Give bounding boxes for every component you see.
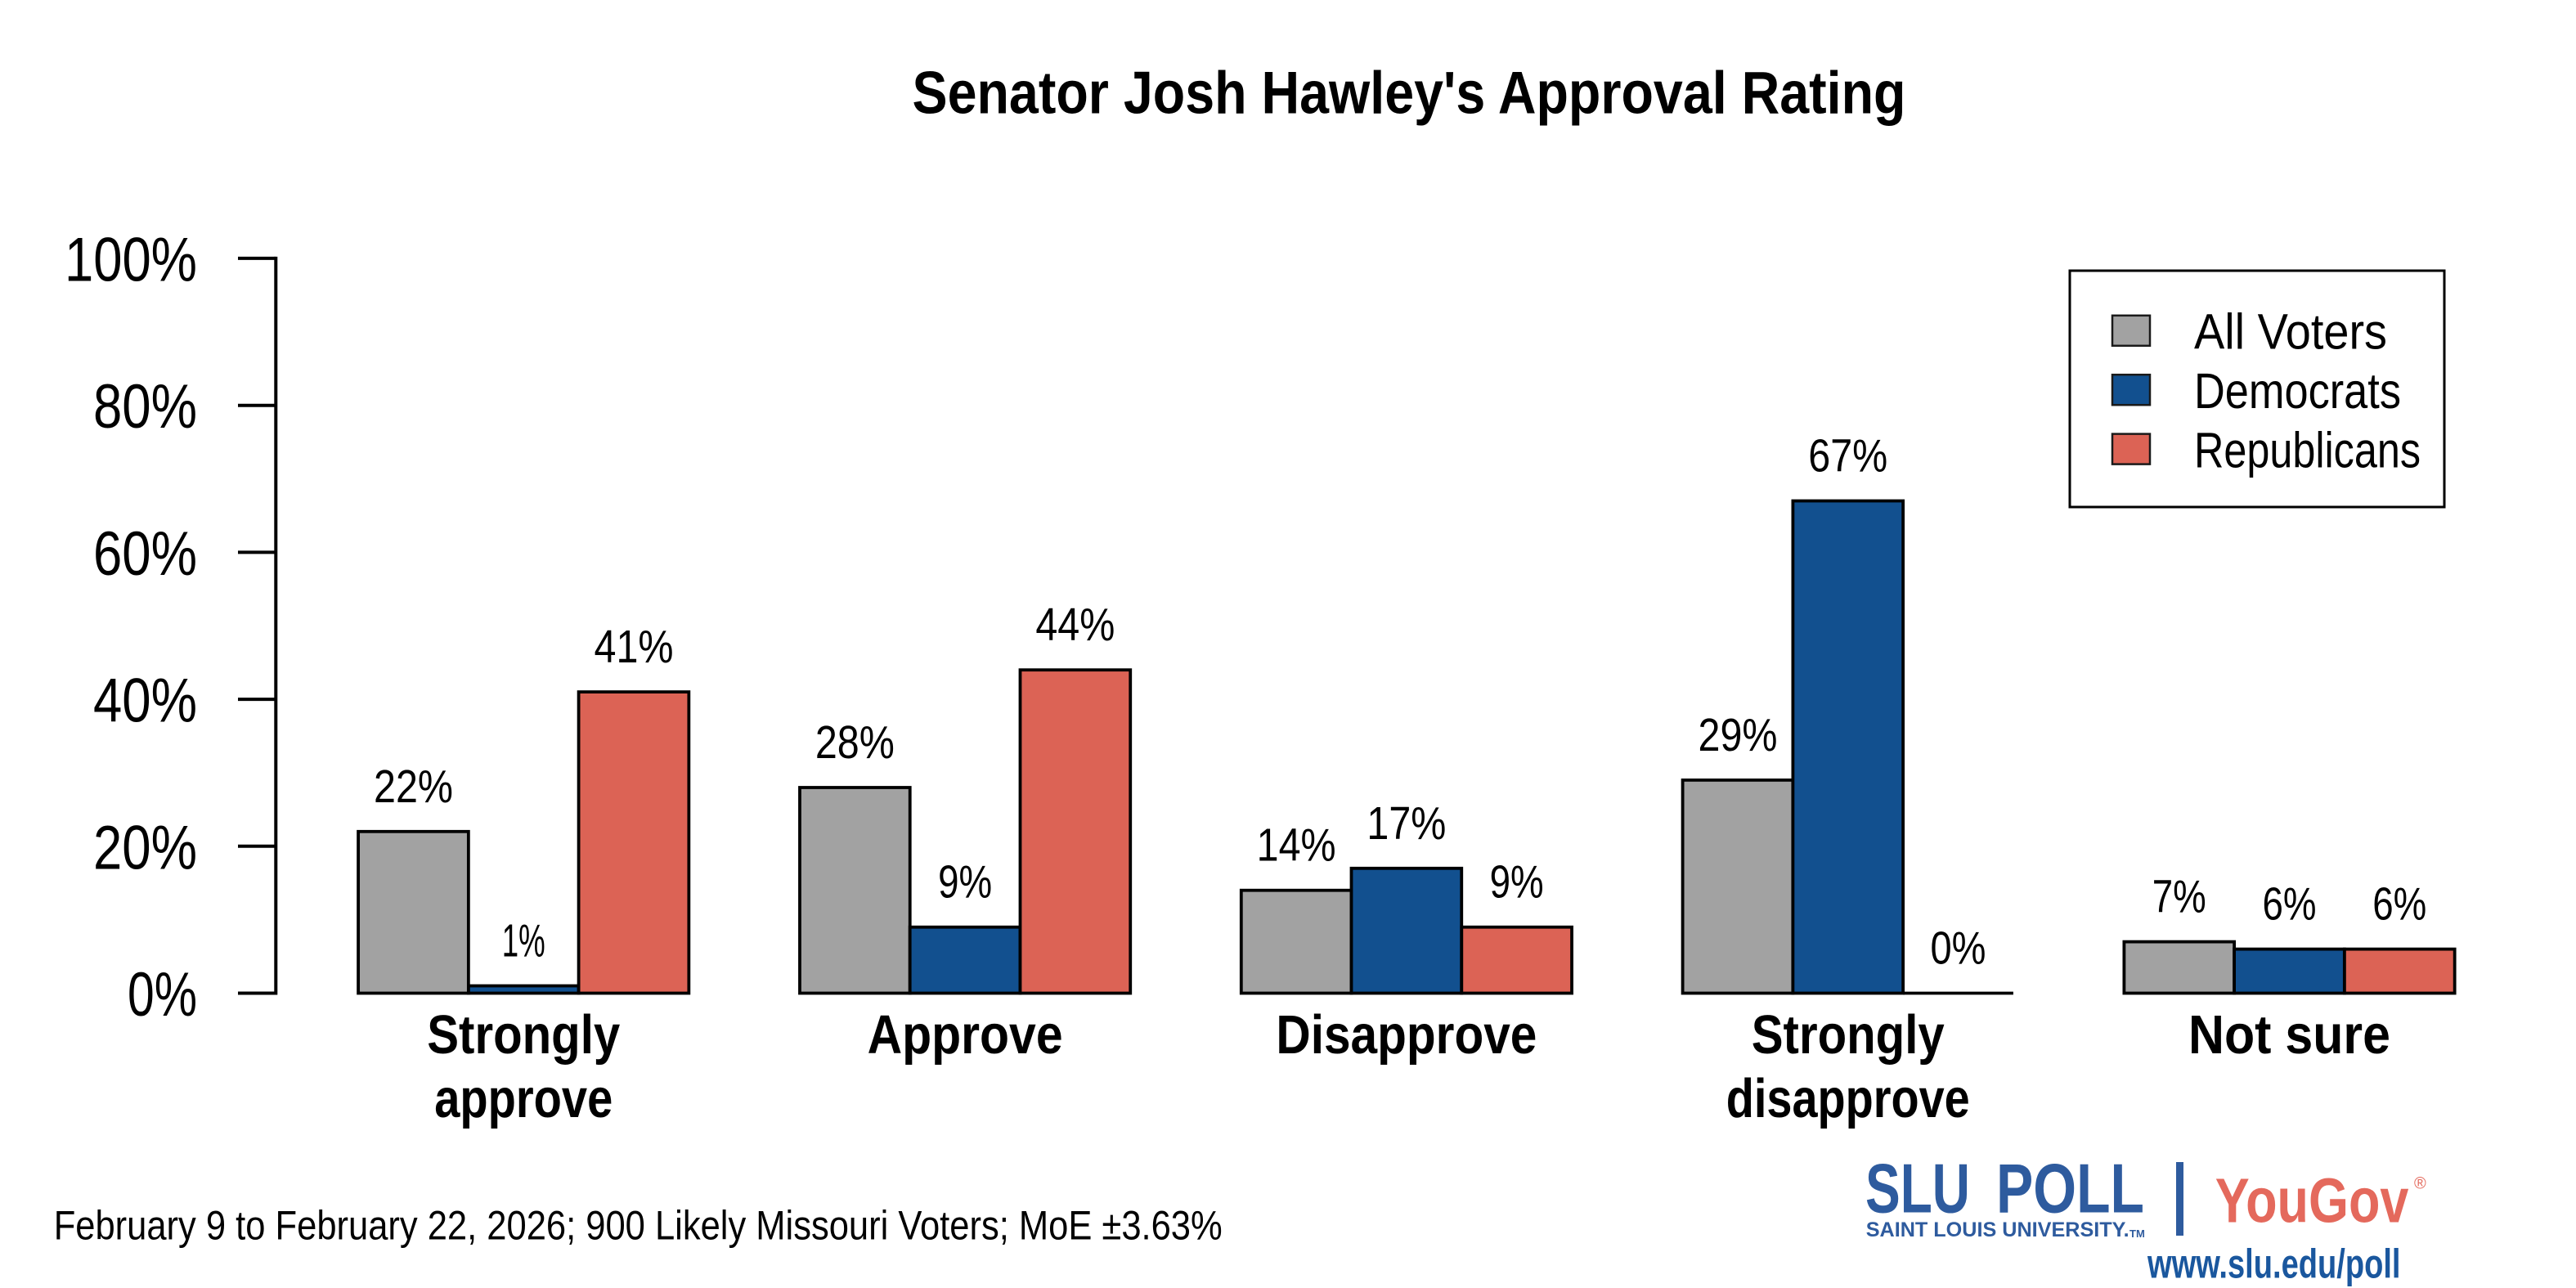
svg-text:Disapprove: Disapprove — [1276, 1005, 1537, 1066]
svg-text:Not sure: Not sure — [2188, 1005, 2390, 1066]
svg-text:0%: 0% — [1931, 922, 1986, 975]
svg-text:22%: 22% — [374, 761, 453, 813]
svg-text:Strongly: Strongly — [1752, 1005, 1945, 1066]
svg-text:SAINT LOUIS UNIVERSITY.: SAINT LOUIS UNIVERSITY. — [1866, 1218, 2129, 1241]
svg-text:28%: 28% — [815, 716, 895, 769]
svg-text:POLL: POLL — [1996, 1151, 2144, 1228]
svg-text:SLU: SLU — [1865, 1151, 1970, 1228]
svg-text:29%: 29% — [1699, 709, 1778, 761]
svg-text:February 9 to February 22, 202: February 9 to February 22, 2026; 900 Lik… — [54, 1202, 1223, 1249]
svg-text:9%: 9% — [938, 856, 992, 909]
svg-text:Senator Josh Hawley's Approval: Senator Josh Hawley's Approval Rating — [913, 58, 1906, 126]
svg-text:1%: 1% — [502, 915, 545, 967]
svg-text:YouGov: YouGov — [2215, 1166, 2409, 1236]
svg-text:17%: 17% — [1367, 797, 1446, 850]
svg-text:80%: 80% — [93, 372, 197, 442]
svg-text:TM: TM — [2129, 1227, 2145, 1240]
svg-text:14%: 14% — [1257, 819, 1336, 872]
svg-text:6%: 6% — [2263, 878, 2317, 931]
svg-text:20%: 20% — [93, 813, 197, 882]
svg-text:Republicans: Republicans — [2194, 423, 2421, 478]
svg-text:Democrats: Democrats — [2194, 363, 2401, 419]
svg-text:100%: 100% — [65, 225, 197, 294]
svg-text:disapprove: disapprove — [1726, 1069, 1970, 1129]
svg-text:9%: 9% — [1490, 856, 1544, 909]
svg-text:approve: approve — [434, 1069, 613, 1129]
svg-text:7%: 7% — [2152, 871, 2206, 923]
svg-text:40%: 40% — [93, 666, 197, 736]
svg-text:®: ® — [2414, 1175, 2426, 1193]
svg-text:0%: 0% — [128, 960, 197, 1030]
svg-text:All Voters: All Voters — [2194, 304, 2387, 360]
svg-text:67%: 67% — [1808, 430, 1887, 482]
svg-text:Approve: Approve — [868, 1005, 1063, 1066]
svg-text:44%: 44% — [1035, 599, 1115, 651]
svg-text:41%: 41% — [595, 621, 674, 673]
svg-text:www.slu.edu/poll: www.slu.edu/poll — [2147, 1241, 2400, 1287]
svg-text:6%: 6% — [2372, 878, 2426, 931]
svg-text:60%: 60% — [93, 519, 197, 589]
svg-text:Strongly: Strongly — [427, 1005, 620, 1066]
